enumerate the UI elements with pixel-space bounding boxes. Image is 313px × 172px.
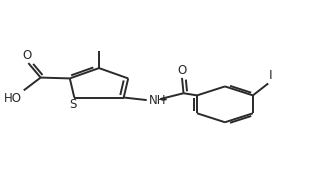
Text: I: I bbox=[269, 69, 272, 82]
Text: S: S bbox=[69, 98, 76, 111]
Text: O: O bbox=[177, 63, 187, 77]
Text: O: O bbox=[22, 49, 31, 62]
Text: NH: NH bbox=[149, 94, 167, 108]
Text: HO: HO bbox=[4, 92, 22, 105]
